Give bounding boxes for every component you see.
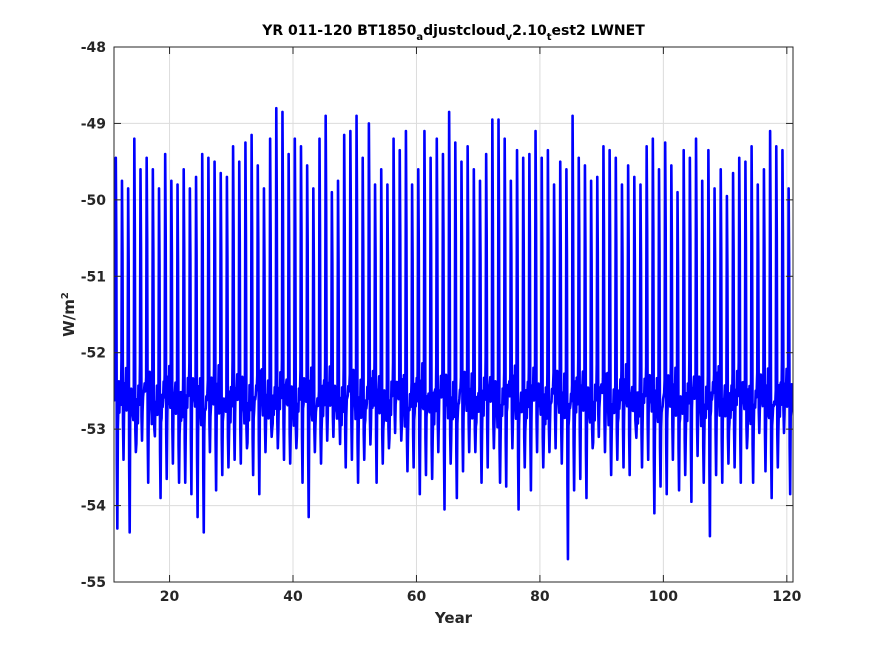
y-tick-label: -53: [81, 422, 106, 438]
y-axis-label-base: W/m: [60, 299, 78, 337]
y-tick-label: -52: [81, 346, 106, 362]
chart-title: YR 011-120 BT1850adjustcloudv2.10test2 L…: [261, 23, 645, 43]
y-tick-label: -55: [81, 575, 106, 591]
y-tick-label: -50: [81, 193, 107, 209]
title-subscript: a: [416, 32, 423, 43]
title-subscript: v: [506, 32, 513, 43]
x-tick-label: 80: [530, 589, 550, 605]
y-tick-label: -54: [81, 499, 107, 515]
x-tick-label: 100: [649, 589, 678, 605]
title-segment: djustcloud: [423, 23, 506, 39]
y-axis-label: W/m2: [60, 292, 78, 337]
title-segment: est2 LWNET: [552, 23, 646, 39]
x-tick-label: 120: [772, 589, 801, 605]
y-axis-label-superscript: 2: [60, 292, 71, 299]
series-line: [114, 106, 793, 561]
x-tick-label: 60: [407, 589, 427, 605]
tick-labels: 20 40 60 80 100 120 -55 -54 -53 -52 -51 -50 -49 -48: [81, 40, 802, 605]
title-segment: YR 011-120 BT1850: [261, 23, 416, 39]
x-tick-label: 20: [160, 589, 180, 605]
x-tick-label: 40: [283, 589, 303, 605]
ticks: [114, 46, 793, 583]
x-axis-label: Year: [434, 609, 473, 627]
title-subscript: t: [547, 32, 552, 43]
plot-frame: [113, 46, 794, 583]
title-segment: 2.10: [512, 23, 547, 39]
y-tick-label: -51: [81, 269, 106, 285]
y-tick-label: -48: [81, 40, 106, 56]
y-tick-label: -49: [81, 116, 106, 132]
